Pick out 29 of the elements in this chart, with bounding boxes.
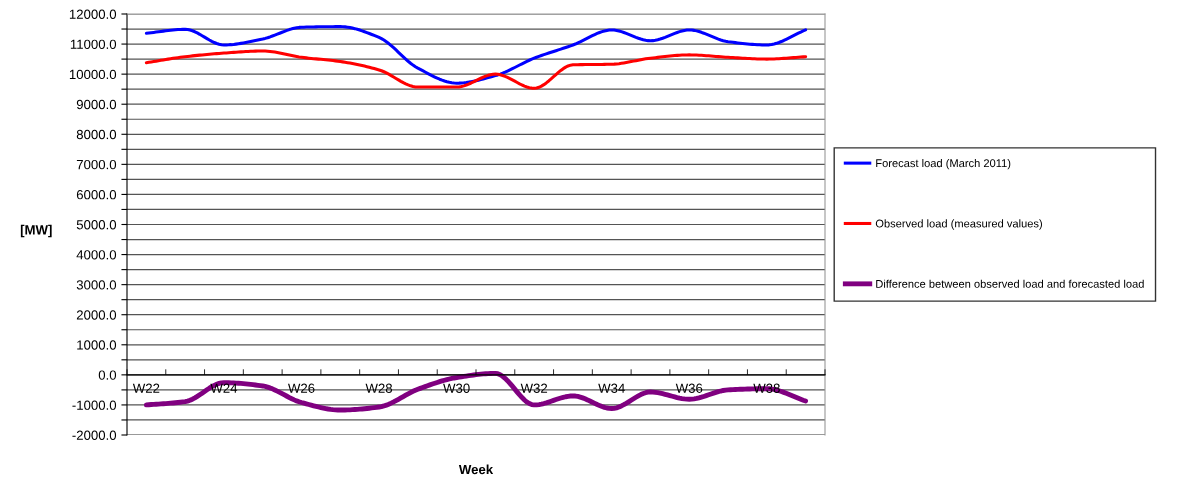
- y-tick-label: 2000.0: [76, 310, 117, 320]
- y-tick-label: 0.0: [98, 370, 117, 380]
- x-tick-label: W24: [210, 383, 238, 393]
- x-tick-label: W36: [675, 383, 703, 393]
- x-tick-label: W22: [132, 383, 160, 393]
- y-tick-label: 11000.0: [70, 39, 117, 49]
- y-tick-label: 6000.0: [76, 190, 117, 200]
- x-tick-label: W32: [520, 383, 548, 393]
- y-tick-label: -2000.0: [72, 430, 117, 440]
- y-tick-label: 1000.0: [77, 340, 117, 350]
- y-tick-label: -1000.0: [72, 400, 117, 410]
- legend-label: Difference between observed load and forecasted load: [876, 279, 1144, 288]
- y-tick-label: 7000.0: [76, 159, 117, 170]
- x-axis-title: Week: [458, 464, 494, 475]
- y-tick-label: 4000.0: [76, 250, 117, 260]
- x-tick-label: W38: [753, 383, 780, 393]
- y-tick-label: 8000.0: [76, 129, 117, 140]
- x-tick-label: W34: [598, 383, 625, 393]
- y-tick-label: 10000.0: [69, 69, 117, 80]
- y-tick-label: 12000.0: [69, 9, 117, 19]
- legend-label: Observed load (measured values): [875, 219, 1042, 230]
- x-tick-label: W28: [365, 383, 393, 393]
- y-tick-label: 5000.0: [76, 220, 117, 230]
- x-tick-label: W30: [443, 383, 470, 393]
- y-tick-label: 3000.0: [76, 280, 117, 290]
- x-tick-label: W26: [287, 383, 315, 393]
- y-axis-title: [MW]: [20, 224, 52, 238]
- legend-label: Forecast load (March 2011): [876, 158, 1011, 170]
- y-tick-label: 9000.0: [76, 99, 117, 110]
